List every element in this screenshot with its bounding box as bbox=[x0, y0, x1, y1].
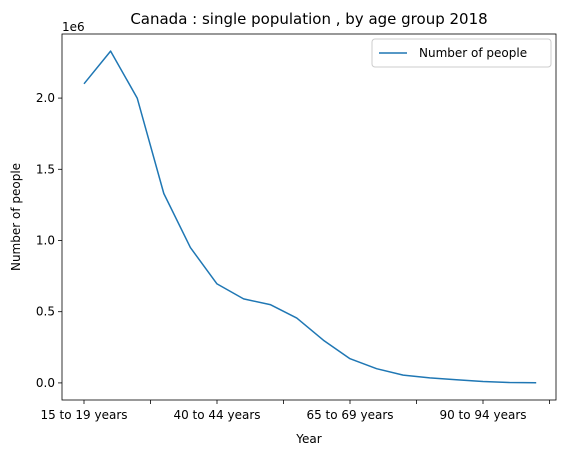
y-offset-label: 1e6 bbox=[62, 20, 85, 34]
legend-box bbox=[371, 38, 552, 68]
x-tick-label: 15 to 19 years bbox=[40, 408, 127, 422]
x-axis: 15 to 19 years 40 to 44 years 65 to 69 yea… bbox=[40, 400, 550, 422]
series-line-number-of-people bbox=[83, 50, 537, 384]
x-tick-label: 90 to 94 years bbox=[439, 408, 526, 422]
x-tick-label: 65 to 69 years bbox=[306, 408, 393, 422]
y-tick-label: 0.5 bbox=[36, 305, 55, 319]
plot-frame bbox=[61, 33, 557, 401]
x-axis-label: Year bbox=[295, 432, 321, 446]
y-tick-label: 0.0 bbox=[36, 376, 55, 390]
legend-label: Number of people bbox=[419, 46, 527, 60]
y-tick-label: 1.0 bbox=[36, 233, 55, 247]
y-tick-label: 2.0 bbox=[36, 91, 55, 105]
chart-title: Canada : single population , by age grou… bbox=[130, 10, 487, 28]
y-axis: 0.0 0.5 1.0 1.5 2.0 bbox=[36, 91, 62, 390]
x-tick-label: 40 to 44 years bbox=[173, 408, 260, 422]
legend: Number of people bbox=[371, 38, 552, 68]
y-tick-label: 1.5 bbox=[36, 162, 55, 176]
y-axis-label: Number of people bbox=[9, 163, 23, 271]
